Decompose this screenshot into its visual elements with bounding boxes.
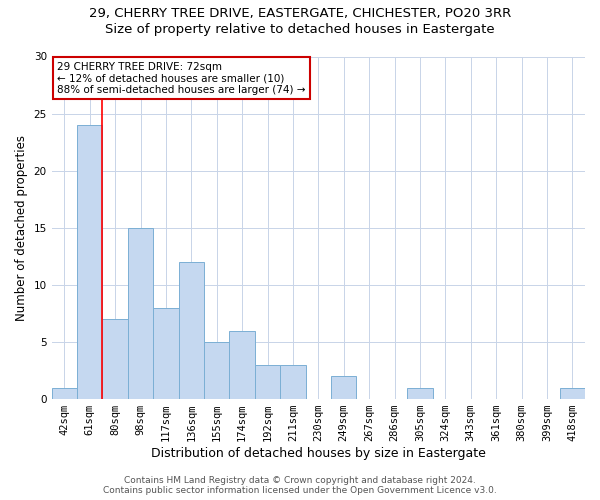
Bar [153, 308, 179, 399]
Bar [77, 125, 103, 399]
Y-axis label: Number of detached properties: Number of detached properties [15, 135, 28, 321]
Bar [128, 228, 153, 399]
Bar [229, 330, 255, 399]
Text: Contains HM Land Registry data © Crown copyright and database right 2024.
Contai: Contains HM Land Registry data © Crown c… [103, 476, 497, 495]
Bar [407, 388, 433, 399]
Bar [255, 365, 280, 399]
Bar [52, 388, 77, 399]
Bar [280, 365, 305, 399]
Text: 29, CHERRY TREE DRIVE, EASTERGATE, CHICHESTER, PO20 3RR: 29, CHERRY TREE DRIVE, EASTERGATE, CHICH… [89, 8, 511, 20]
Bar [204, 342, 229, 399]
Text: 29 CHERRY TREE DRIVE: 72sqm
← 12% of detached houses are smaller (10)
88% of sem: 29 CHERRY TREE DRIVE: 72sqm ← 12% of det… [57, 62, 305, 95]
Bar [331, 376, 356, 399]
X-axis label: Distribution of detached houses by size in Eastergate: Distribution of detached houses by size … [151, 447, 486, 460]
Bar [560, 388, 585, 399]
Bar [179, 262, 204, 399]
Bar [103, 319, 128, 399]
Text: Size of property relative to detached houses in Eastergate: Size of property relative to detached ho… [105, 22, 495, 36]
